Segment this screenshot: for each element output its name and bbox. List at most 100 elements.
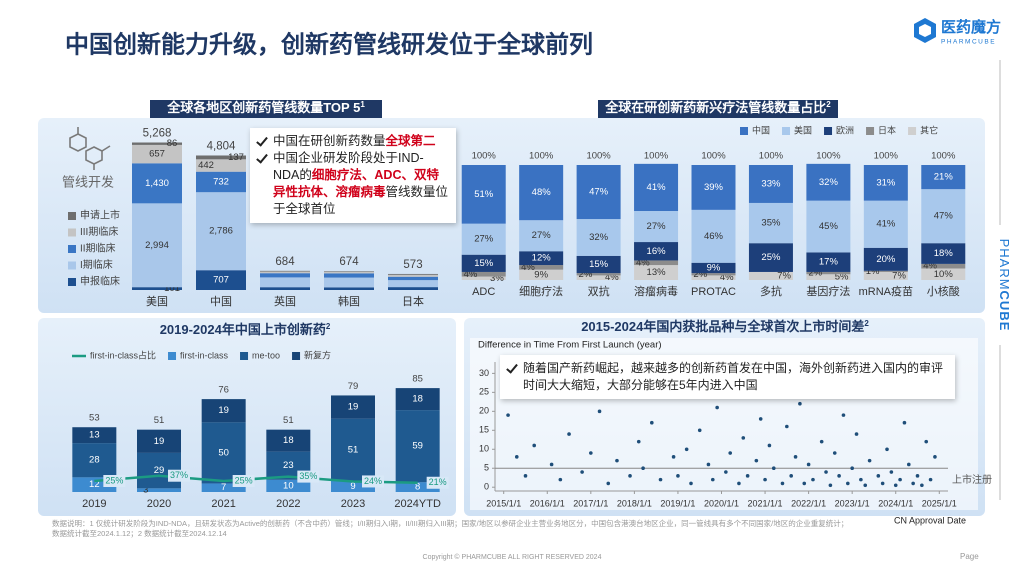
y-tick-label: 20	[479, 406, 489, 416]
bar-label: 23	[283, 460, 294, 471]
legend-swatch	[292, 352, 301, 360]
chart-title: 2015-2024年国内获批品种与全球首次上市时间差2	[581, 319, 869, 335]
bar-label: 86	[167, 138, 178, 149]
scatter-point	[671, 455, 676, 459]
scatter-point	[802, 481, 807, 486]
bar-label: 27%	[647, 221, 667, 232]
bar-label: 7	[221, 482, 226, 493]
scatter-point	[911, 481, 915, 486]
total-label: 100%	[586, 151, 611, 162]
bar-segment	[691, 275, 736, 280]
bar-label: 4%	[605, 272, 619, 283]
callout: 随着国产新药崛起，越来越多的创新药首发在中国，海外创新药进入国内的审评时间大大缩…	[500, 355, 955, 399]
scatter-point	[606, 481, 611, 486]
bar-segment	[461, 254, 506, 272]
y-axis-label: Difference in Time From First Launch (ye…	[478, 340, 662, 351]
x-tick-label: 2025/1/1	[922, 498, 957, 508]
legend-swatch	[824, 127, 833, 135]
callout-text: 随着国产新药崛起，越来越多的创新药首发在中国，海外创新药进入国内的审评时间大大缩…	[523, 361, 944, 392]
line-label: 37%	[170, 470, 188, 480]
bar-label: 31%	[876, 177, 896, 188]
bar-label: 4%	[720, 272, 734, 283]
line-label-bg	[362, 475, 384, 488]
bar-segment	[576, 275, 621, 280]
legend-label: 欧洲	[836, 124, 854, 135]
bar-label: 442	[198, 160, 214, 171]
x-tick-label: ADC	[472, 286, 495, 298]
scatter-point	[898, 477, 902, 482]
bar-label: 1%	[866, 266, 880, 277]
scatter-point	[859, 477, 863, 482]
total-label: 100%	[931, 151, 956, 162]
bar-segment	[324, 277, 374, 288]
bar-segment	[806, 271, 851, 275]
x-tick-label: 2024YTD	[394, 498, 441, 510]
chart-title-text: 全球各地区创新药管线数量TOP 5	[166, 100, 360, 115]
logo-icon	[914, 18, 936, 43]
total-label: 100%	[816, 151, 841, 162]
bar-segment	[324, 273, 374, 278]
bar-segment	[132, 163, 182, 204]
legend-label: 申报临床	[80, 275, 120, 288]
total-label: 53	[89, 413, 100, 424]
callout-text: 中国企业研发阶段处于IND-NDA的	[273, 151, 424, 182]
bar-segment	[260, 270, 310, 272]
scatter-point	[915, 474, 920, 478]
bar-label: 47%	[589, 187, 609, 198]
x-tick-label: 2015/1/1	[486, 498, 521, 508]
bar-segment	[461, 276, 506, 280]
bar-segment	[519, 269, 564, 280]
bar-segment	[863, 165, 908, 201]
callout-item: 随着国产新药崛起，越来越多的创新药首发在中国，海外创新药进入国内的审评时间大大缩…	[506, 360, 949, 394]
scatter-point	[863, 483, 868, 488]
bar-label: 15%	[589, 259, 609, 270]
x-tick-label: 2021/1/1	[748, 498, 783, 508]
bar-segment	[806, 200, 851, 253]
legend-label: II期临床	[80, 242, 116, 255]
line-label-bg	[232, 475, 255, 487]
bar-segment	[461, 165, 506, 224]
scatter-point	[650, 420, 654, 425]
bar-label: 21%	[934, 172, 954, 183]
x-tick-label: 双抗	[588, 284, 610, 298]
x-tick-label: 多抗	[760, 284, 782, 298]
legend-swatch	[782, 127, 791, 135]
bar-label: 41%	[647, 182, 667, 193]
bar-segment	[921, 165, 966, 190]
bar-label: 13%	[647, 267, 667, 278]
bar-segment	[576, 165, 621, 220]
legend-label: 美国	[794, 124, 812, 135]
scatter-point	[819, 439, 824, 444]
total-label: 4,804	[207, 141, 236, 153]
check-icon	[256, 151, 268, 164]
bar-segment	[691, 273, 736, 276]
total-label: 100%	[759, 151, 784, 162]
footer: Copyright © PHARMCUBE ALL RIGHT RESERVED…	[423, 553, 602, 561]
bar-label: 41%	[876, 219, 896, 230]
scatter-point	[745, 474, 750, 478]
bar-segment	[201, 399, 246, 423]
bar-segment	[519, 220, 564, 252]
bar-segment	[519, 251, 564, 266]
bar-segment	[863, 271, 908, 280]
chart-title-note: 2	[326, 322, 331, 331]
scatter-point	[636, 439, 641, 444]
legend-swatch	[866, 127, 875, 135]
scatter-point	[676, 474, 680, 478]
scatter-point	[737, 481, 741, 486]
scatter-point	[628, 474, 632, 478]
side-label-a: PHARM	[997, 239, 1012, 291]
scatter-point	[837, 474, 841, 478]
bar-segment	[863, 270, 908, 272]
scatter-point	[906, 462, 911, 467]
x-tick-label: 日本	[402, 294, 424, 308]
scatter-point	[850, 466, 854, 471]
chart-title-note: 1	[360, 100, 365, 109]
chart-title-text: 2019-2024年中国上市创新药	[160, 322, 326, 337]
x-tick-label: 溶瘤病毒	[634, 284, 678, 298]
legend-label: I期临床	[80, 258, 113, 271]
bar-segment	[132, 287, 182, 290]
total-label: 100%	[644, 151, 669, 162]
line-label: 24%	[364, 476, 382, 486]
